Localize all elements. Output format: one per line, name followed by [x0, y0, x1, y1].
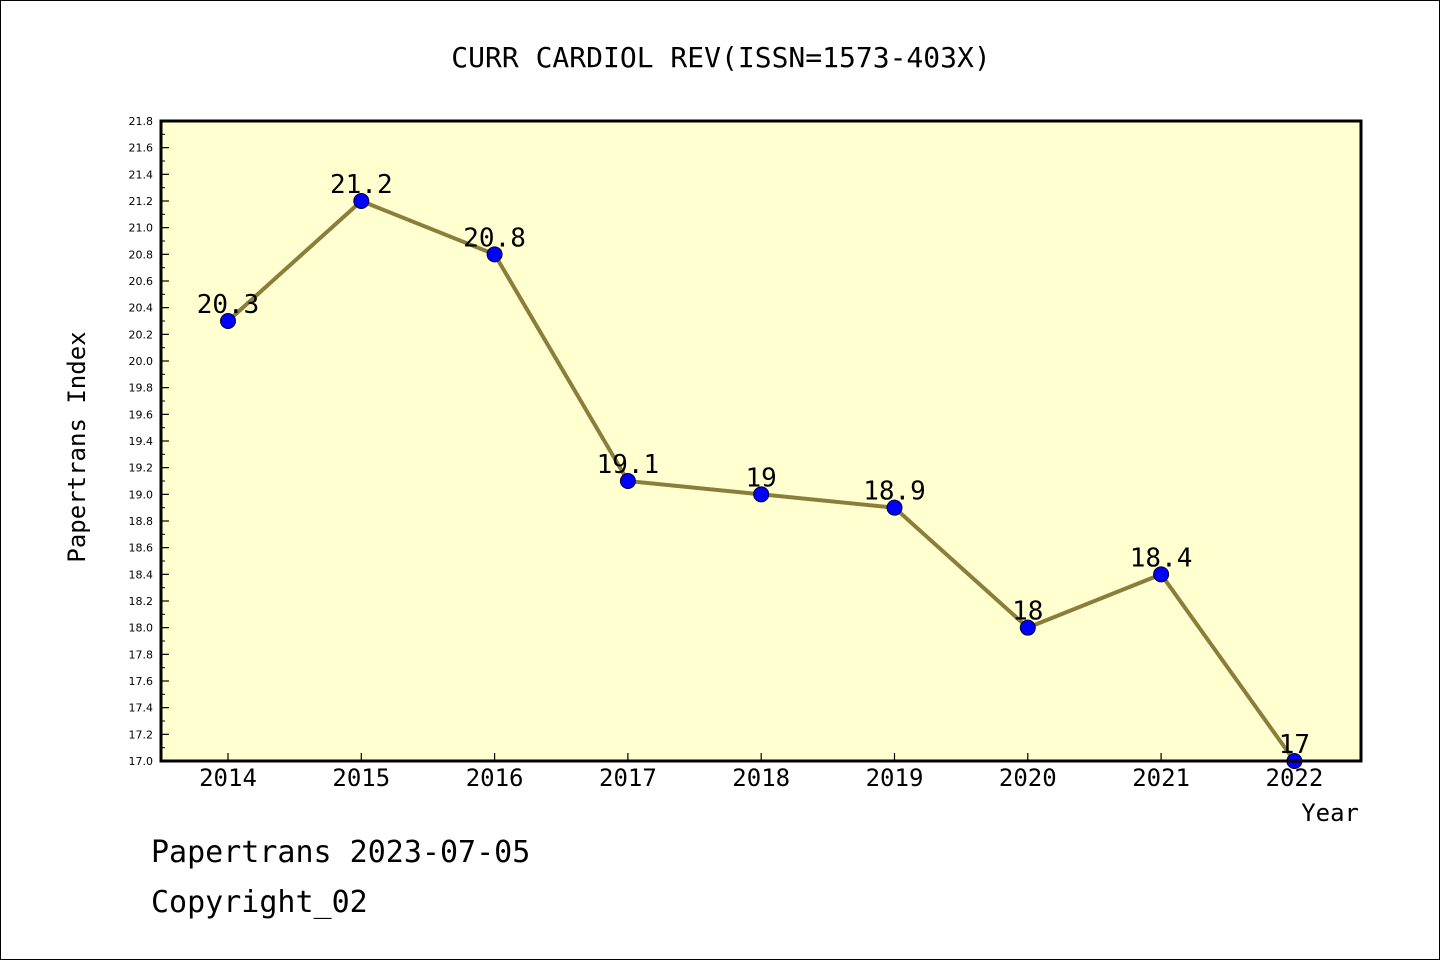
y-tick-label: 20.4 [129, 302, 154, 315]
y-tick-label: 17.8 [129, 648, 154, 661]
y-tick-label: 18.8 [129, 515, 154, 528]
chart-title: CURR CARDIOL REV(ISSN=1573-403X) [451, 41, 990, 74]
data-point [1019, 619, 1036, 636]
y-axis: 17.0 17.2 17.4 17.6 17.8 18.0 18.2 18.4 18.6 18.8… [129, 115, 169, 768]
y-tick-label: 17.6 [129, 675, 154, 688]
x-axis-label: Year [1301, 799, 1359, 827]
y-tick-label: 19.2 [129, 462, 154, 475]
data-point [220, 313, 236, 329]
y-tick-label: 21.6 [129, 142, 154, 155]
x-tick-label: 2019 [866, 764, 924, 792]
y-tick-label: 21.8 [129, 115, 154, 128]
y-tick-label: 20.2 [129, 328, 154, 341]
y-tick-label: 19.0 [129, 488, 154, 501]
data-label: 19.1 [597, 450, 660, 480]
x-tick-label: 2021 [1132, 764, 1190, 792]
data-label: 18.4 [1130, 543, 1193, 573]
plot-border [159, 119, 1363, 763]
y-tick-label: 20.8 [129, 248, 154, 261]
y-tick-label: 19.4 [129, 435, 154, 448]
y-tick-label: 18.4 [129, 568, 154, 581]
x-tick-label: 2017 [599, 764, 657, 792]
data-label: 18.9 [863, 477, 926, 507]
x-tick-label: 2016 [466, 764, 524, 792]
plot-area [161, 121, 1361, 761]
y-tick-label: 21.0 [129, 222, 154, 235]
y-tick-label: 20.0 [129, 355, 154, 368]
series-index: 20.3 21.2 20.8 19.1 19 18.9 18 18.4 17 [197, 170, 1310, 769]
data-label: 18 [1012, 597, 1043, 627]
data-label: 20.8 [463, 223, 526, 253]
data-label: 20.3 [197, 290, 260, 320]
footer-date: Papertrans 2023-07-05 [151, 835, 531, 870]
y-tick-label: 17.2 [129, 728, 154, 741]
x-axis: 2014 2015 2016 2017 2018 2019 2020 2021 2022 [199, 753, 1323, 792]
data-label: 19 [746, 463, 777, 493]
y-tick-label: 18.0 [129, 622, 154, 635]
data-point [486, 246, 503, 263]
footer-copyright: Copyright_02 [151, 885, 368, 920]
y-tick-label: 19.6 [129, 408, 154, 421]
y-tick-label: 17.4 [129, 702, 154, 715]
data-label: 21.2 [330, 170, 393, 200]
x-tick-label: 2018 [732, 764, 790, 792]
x-tick-label: 2014 [199, 764, 257, 792]
data-label: 17 [1279, 730, 1310, 760]
y-tick-label: 20.6 [129, 275, 154, 288]
y-tick-label: 18.6 [129, 542, 154, 555]
data-point [619, 473, 636, 489]
y-tick-label: 21.2 [129, 195, 154, 208]
y-tick-label: 19.8 [129, 382, 154, 395]
x-tick-label: 2015 [332, 764, 390, 792]
y-tick-label: 21.4 [129, 168, 154, 181]
data-point [1153, 566, 1170, 583]
data-point [886, 499, 903, 516]
y-tick-label: 18.2 [129, 595, 154, 608]
y-axis-label: Papertrans Index [63, 331, 91, 562]
y-tick-label: 17.0 [129, 755, 154, 768]
data-point [353, 193, 370, 209]
data-point [753, 486, 770, 503]
x-tick-label: 2020 [999, 764, 1057, 792]
